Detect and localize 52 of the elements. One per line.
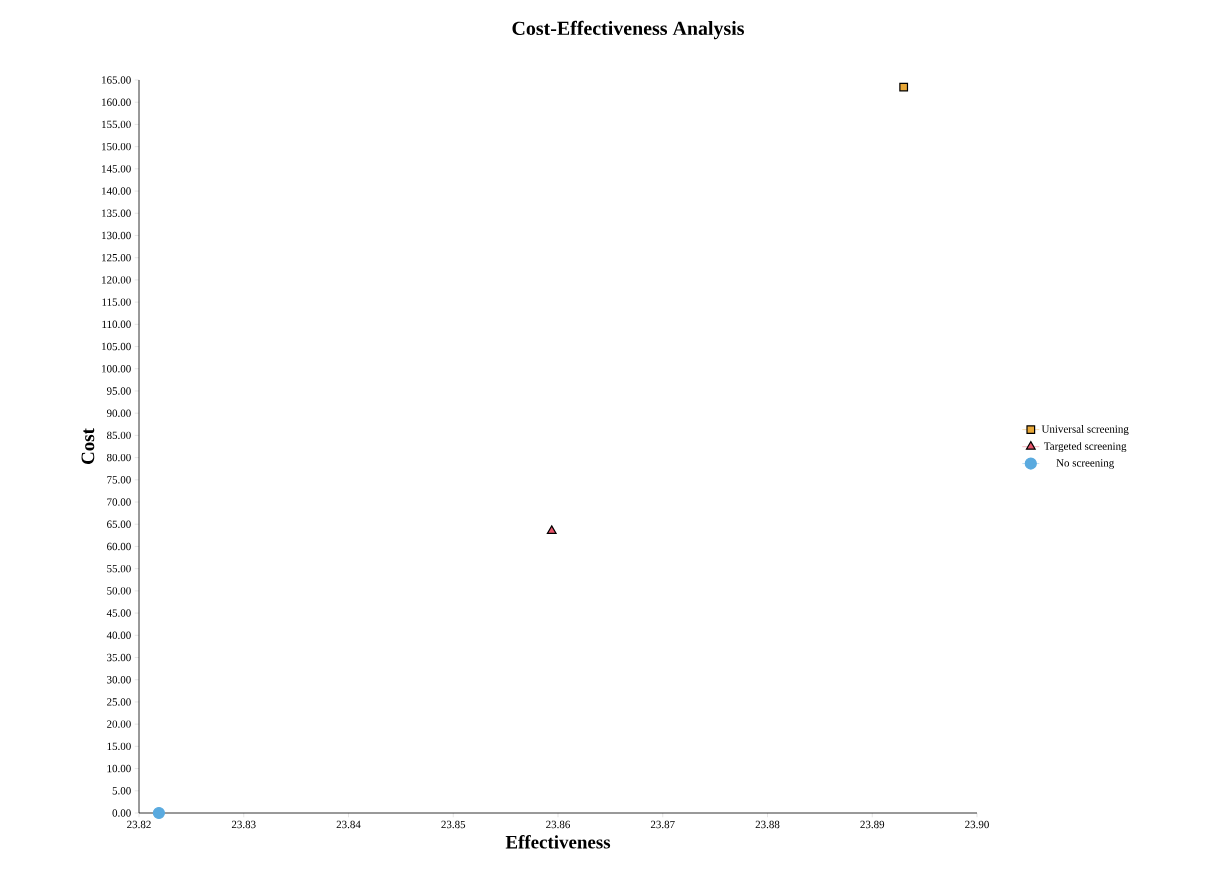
y-tick-label: 150.00 [102, 142, 131, 151]
x-tick-label: 23.84 [336, 820, 361, 829]
y-tick-label: 60.00 [107, 542, 131, 551]
y-tick-label: 55.00 [107, 564, 131, 573]
y-tick-label: 145.00 [102, 165, 131, 173]
y-tick-label: 110.00 [102, 320, 131, 329]
y-tick-label: 20.00 [107, 720, 131, 728]
y-tick-label: 125.00 [102, 253, 131, 262]
legend-label: Targeted screening [1044, 442, 1127, 453]
y-tick-label: 155.00 [102, 120, 131, 129]
x-tick-label: 23.83 [231, 820, 256, 829]
x-tick-label: 23.90 [965, 820, 989, 829]
y-tick-label: 165.00 [102, 76, 131, 84]
point [152, 806, 165, 820]
y-tick-label: 80.00 [107, 453, 131, 462]
y-tick-label: 140.00 [102, 187, 131, 195]
y-tick-label: 120.00 [102, 276, 131, 284]
y-tick-label: 160.00 [102, 98, 131, 106]
y-tick-label: 70.00 [107, 498, 131, 506]
y-tick-label: 0.00 [112, 809, 131, 817]
x-tick-label: 23.86 [546, 820, 571, 829]
y-tick-label: 15.00 [107, 742, 131, 751]
x-tick-label: 23.85 [441, 820, 466, 829]
y-tick-label: 45.00 [106, 609, 131, 617]
x-tick-label: 23.88 [755, 820, 780, 829]
y-tick-label: 5.00 [112, 787, 131, 795]
point [546, 525, 557, 534]
y-tick-label: 100.00 [102, 365, 131, 373]
y-tick-label: 40.00 [106, 631, 131, 640]
x-tick-label: 23.89 [860, 820, 885, 829]
y-tick-label: 25.00 [107, 698, 131, 706]
x-tick-label: 23.87 [650, 820, 675, 829]
y-axis-title: Cost [81, 428, 95, 464]
point [899, 82, 909, 92]
y-tick-label: 90.00 [106, 409, 131, 417]
y-tick-label: 115.00 [102, 298, 131, 306]
y-tick-label: 50.00 [107, 587, 131, 595]
legend-label: No screening [1056, 459, 1115, 469]
y-tick-label: 30.00 [107, 676, 131, 684]
chart-title: Cost-Effectiveness Analysis [512, 20, 745, 40]
y-tick-label: 105.00 [102, 342, 131, 351]
y-tick-label: 75.00 [107, 476, 131, 484]
y-tick-label: 65.00 [107, 520, 131, 528]
x-tick-label: 23.82 [127, 820, 151, 829]
x-axis-title: Effectiveness [505, 835, 611, 849]
y-tick-label: 85.00 [107, 431, 131, 440]
legend-label: Universal screening [1041, 425, 1129, 436]
y-tick-label: 95.00 [106, 387, 131, 395]
y-tick-label: 130.00 [102, 231, 131, 240]
y-tick-label: 135.00 [102, 209, 131, 217]
y-tick-label: 10.00 [107, 764, 131, 773]
y-tick-label: 35.00 [107, 653, 131, 662]
